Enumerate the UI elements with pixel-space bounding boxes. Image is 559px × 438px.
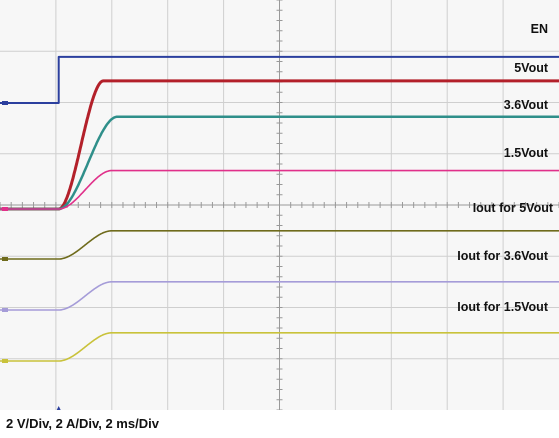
plot-canvas: EN 5Vout 3.6Vout 1.5Vout Iout for 5Vout Iout … [0, 0, 559, 410]
series-line-en [0, 55, 559, 104]
series-label-en: EN [531, 22, 548, 36]
series-label-iout-for-3-6vout: Iout for 3.6Vout [457, 249, 549, 263]
series-line-1-5vout [0, 169, 559, 210]
channel-marker-en [2, 101, 8, 105]
series-label-iout-for-1-5vout: Iout for 1.5Vout [457, 300, 549, 314]
series-line-5vout [0, 79, 559, 211]
trigger-marker [56, 406, 61, 410]
series-line-iout-for-5vout [0, 230, 559, 260]
series-label-iout-for-5vout: Iout for 5Vout [473, 201, 554, 215]
channel-marker-1-5vout [2, 207, 8, 211]
channel-marker-iout-for-3-6vout [2, 308, 8, 312]
series-label-5vout: 5Vout [514, 61, 549, 75]
channel-marker-iout-for-1-5vout [2, 359, 8, 363]
series-line-iout-for-1-5vout [0, 332, 559, 362]
series-line-3-6vout [0, 115, 559, 211]
series-label-1-5vout: 1.5Vout [504, 146, 549, 160]
oscilloscope-plot: EN 5Vout 3.6Vout 1.5Vout Iout for 5Vout Iout … [0, 0, 559, 410]
scale-caption: 2 V/Div, 2 A/Div, 2 ms/Div [6, 416, 159, 431]
channel-marker-iout-for-5vout [2, 257, 8, 261]
series-label-3-6vout: 3.6Vout [504, 98, 549, 112]
series-line-iout-for-3-6vout [0, 281, 559, 311]
